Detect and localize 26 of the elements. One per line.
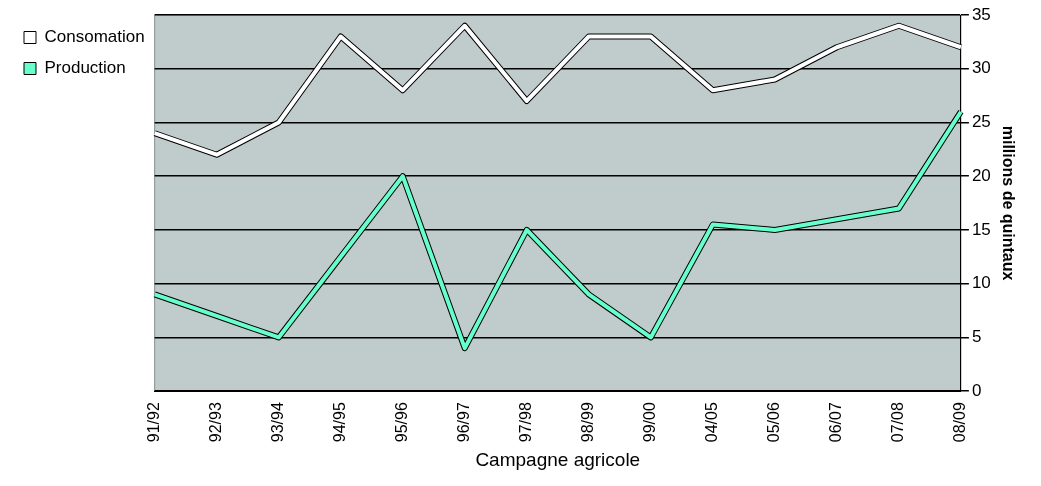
- x-tick-label: 98/99: [579, 402, 597, 443]
- x-tick-label: 08/09: [951, 402, 969, 443]
- x-tick-label: 04/05: [703, 402, 721, 443]
- x-tick-label: 91/92: [145, 402, 163, 443]
- y2-tick-label: 5: [971, 327, 982, 347]
- x-tick-label: 92/93: [207, 402, 225, 443]
- x-tick-label: 94/95: [331, 402, 349, 443]
- x-tick-label: 96/97: [455, 402, 473, 443]
- x-axis-title: Campagne agricole: [475, 448, 641, 470]
- x-tick-label: 99/00: [641, 402, 659, 443]
- y2-tick-label: 35: [971, 4, 991, 24]
- y2-tick-label: 0: [971, 380, 982, 400]
- y2-tick-label: 10: [971, 273, 991, 293]
- y2-tick-label: 15: [971, 219, 991, 239]
- x-tick-label: 93/94: [269, 402, 287, 443]
- y2-tick-label: 20: [971, 165, 991, 185]
- legend-label: Consomation: [44, 27, 145, 47]
- legend-label: Production: [44, 58, 126, 78]
- x-tick-label: 05/06: [765, 402, 783, 443]
- x-tick-label: 06/07: [827, 402, 845, 443]
- x-tick-label: 97/98: [517, 402, 535, 443]
- y2-axis-title: millions de quintaux: [999, 125, 1017, 281]
- y2-tick-label: 25: [971, 112, 991, 132]
- x-tick-label: 95/96: [393, 402, 411, 443]
- x-tick-label: 07/08: [889, 402, 907, 443]
- y2-tick-label: 30: [971, 58, 991, 78]
